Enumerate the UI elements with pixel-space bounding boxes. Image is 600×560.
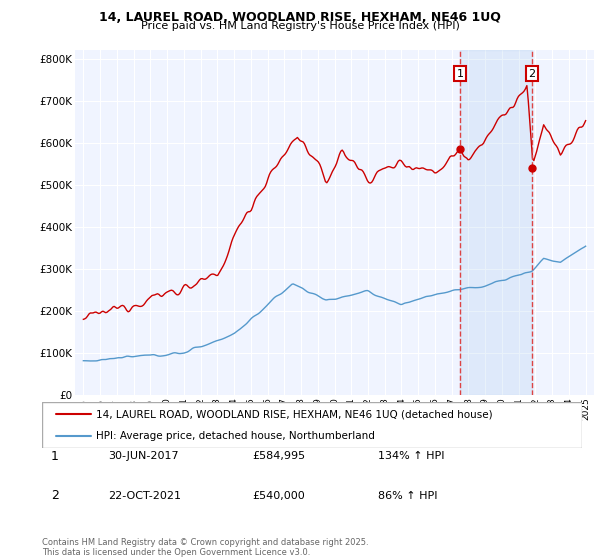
- Text: 14, LAUREL ROAD, WOODLAND RISE, HEXHAM, NE46 1UQ: 14, LAUREL ROAD, WOODLAND RISE, HEXHAM, …: [99, 11, 501, 24]
- Text: £584,995: £584,995: [252, 451, 305, 461]
- Text: 1: 1: [50, 450, 59, 463]
- Text: 134% ↑ HPI: 134% ↑ HPI: [378, 451, 445, 461]
- Text: 2: 2: [529, 68, 536, 78]
- Text: HPI: Average price, detached house, Northumberland: HPI: Average price, detached house, Nort…: [96, 431, 375, 441]
- Text: £540,000: £540,000: [252, 491, 305, 501]
- Text: Contains HM Land Registry data © Crown copyright and database right 2025.
This d: Contains HM Land Registry data © Crown c…: [42, 538, 368, 557]
- Text: 1: 1: [457, 68, 464, 78]
- Text: 22-OCT-2021: 22-OCT-2021: [108, 491, 181, 501]
- Text: 2: 2: [50, 489, 59, 502]
- Text: Price paid vs. HM Land Registry's House Price Index (HPI): Price paid vs. HM Land Registry's House …: [140, 21, 460, 31]
- Text: 86% ↑ HPI: 86% ↑ HPI: [378, 491, 437, 501]
- Text: 14, LAUREL ROAD, WOODLAND RISE, HEXHAM, NE46 1UQ (detached house): 14, LAUREL ROAD, WOODLAND RISE, HEXHAM, …: [96, 409, 493, 419]
- Bar: [460, 50, 532, 395]
- Text: 30-JUN-2017: 30-JUN-2017: [108, 451, 179, 461]
